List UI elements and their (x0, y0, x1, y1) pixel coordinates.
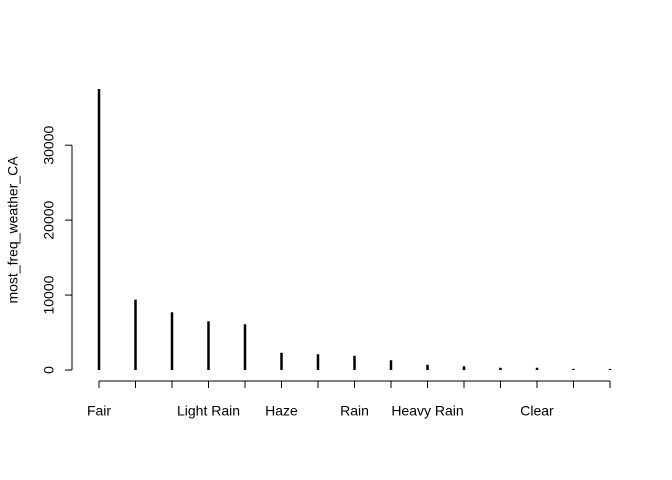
y-tick-label: 30000 (41, 126, 57, 165)
x-tick-label: Heavy Rain (391, 403, 463, 419)
x-tick-label: Haze (265, 403, 298, 419)
y-tick-label: 20000 (41, 200, 57, 239)
y-axis-label: most_freq_weather_CA (5, 156, 21, 304)
x-tick-label: Light Rain (177, 403, 240, 419)
x-tick-label: Rain (340, 403, 369, 419)
x-tick-label: Clear (520, 403, 554, 419)
y-tick-label: 0 (41, 366, 57, 374)
x-tick-label: Fair (87, 403, 111, 419)
y-tick-label: 10000 (41, 275, 57, 314)
